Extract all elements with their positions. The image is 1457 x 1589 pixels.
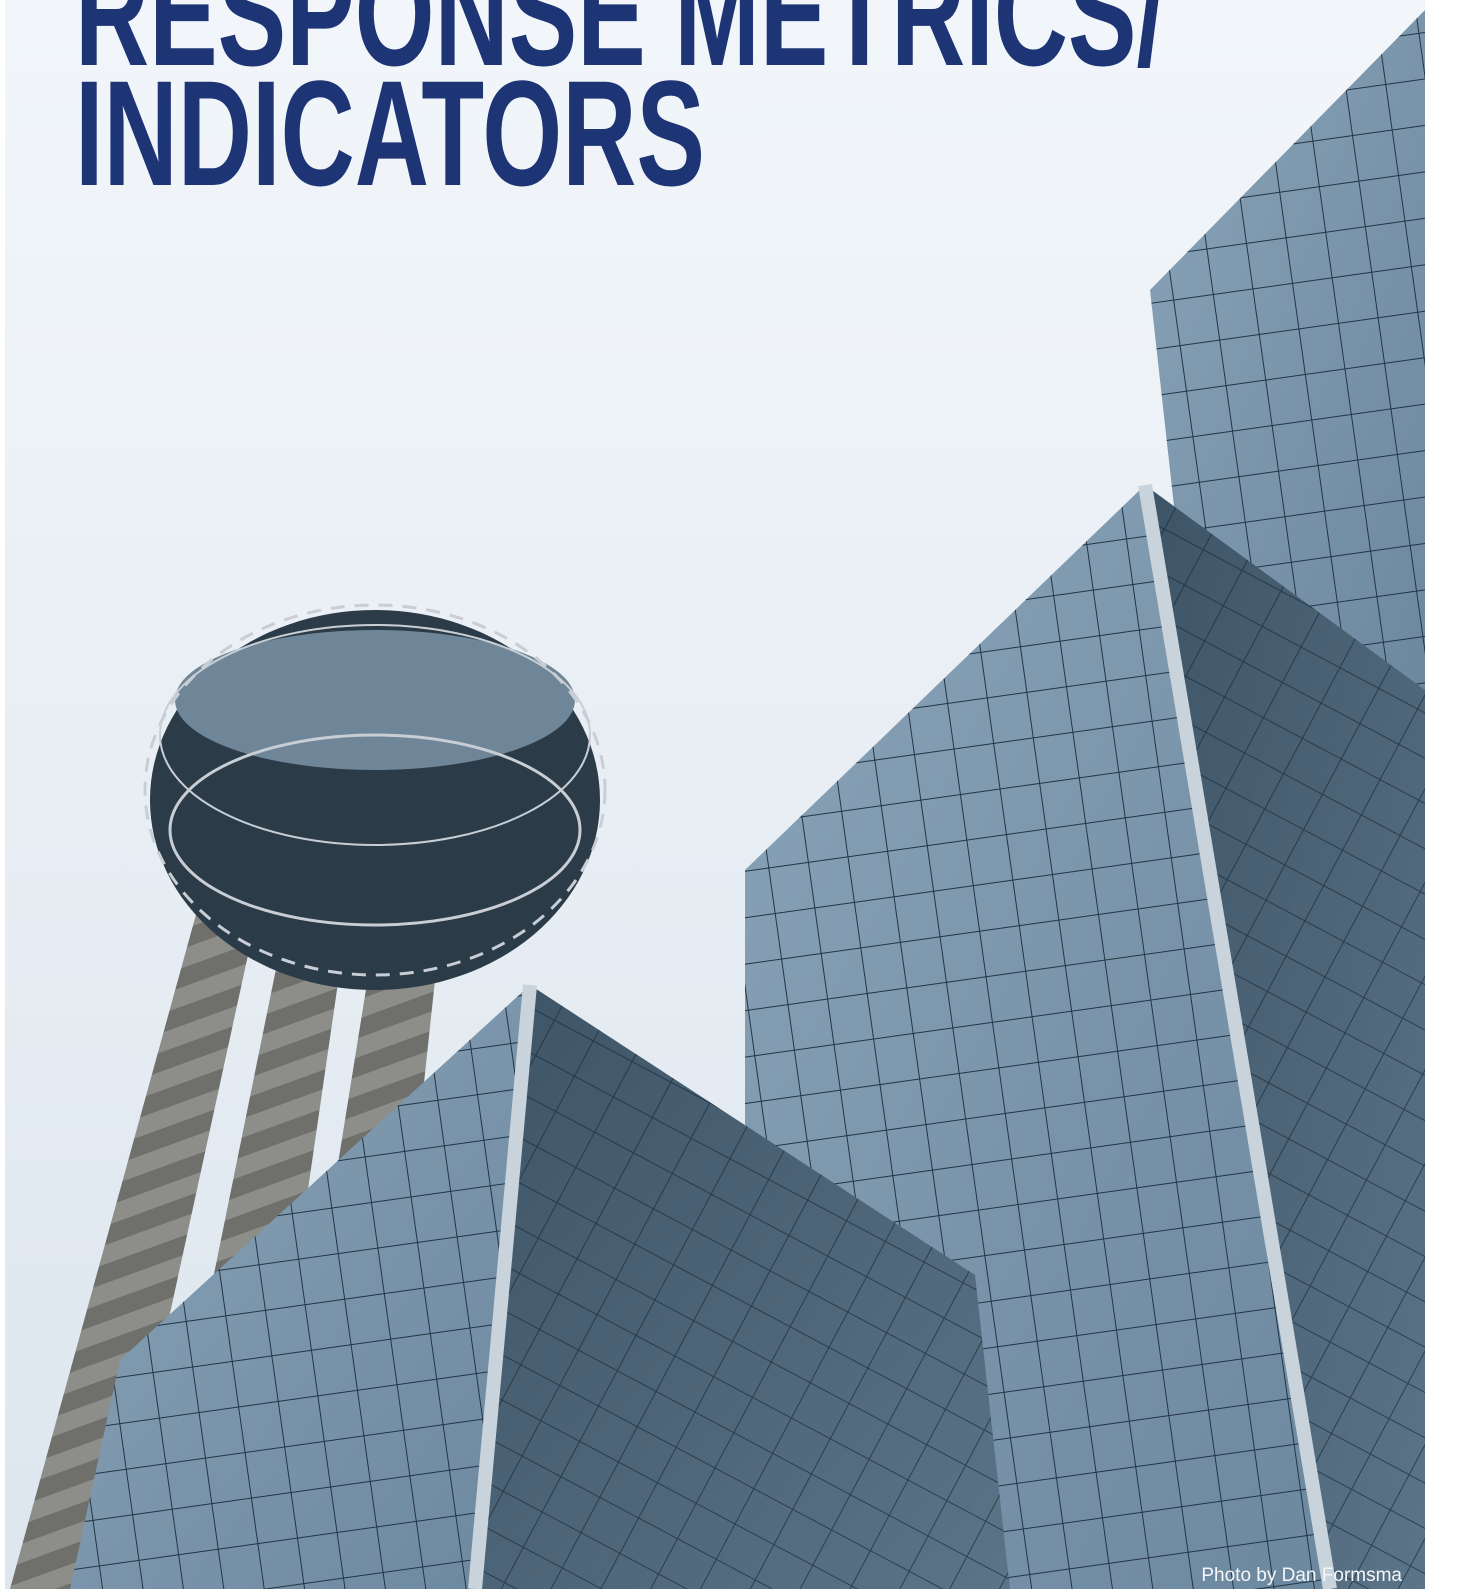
page: RESPONSE METRICS/ INDICATORS Photo by Da…	[0, 0, 1457, 1589]
cover: RESPONSE METRICS/ INDICATORS Photo by Da…	[0, 0, 1457, 1589]
photo	[5, 0, 1457, 1589]
photo-credit: Photo by Dan Formsma	[1201, 1565, 1402, 1586]
title-line: INDICATORS	[75, 49, 705, 217]
margin	[1425, 0, 1457, 1589]
